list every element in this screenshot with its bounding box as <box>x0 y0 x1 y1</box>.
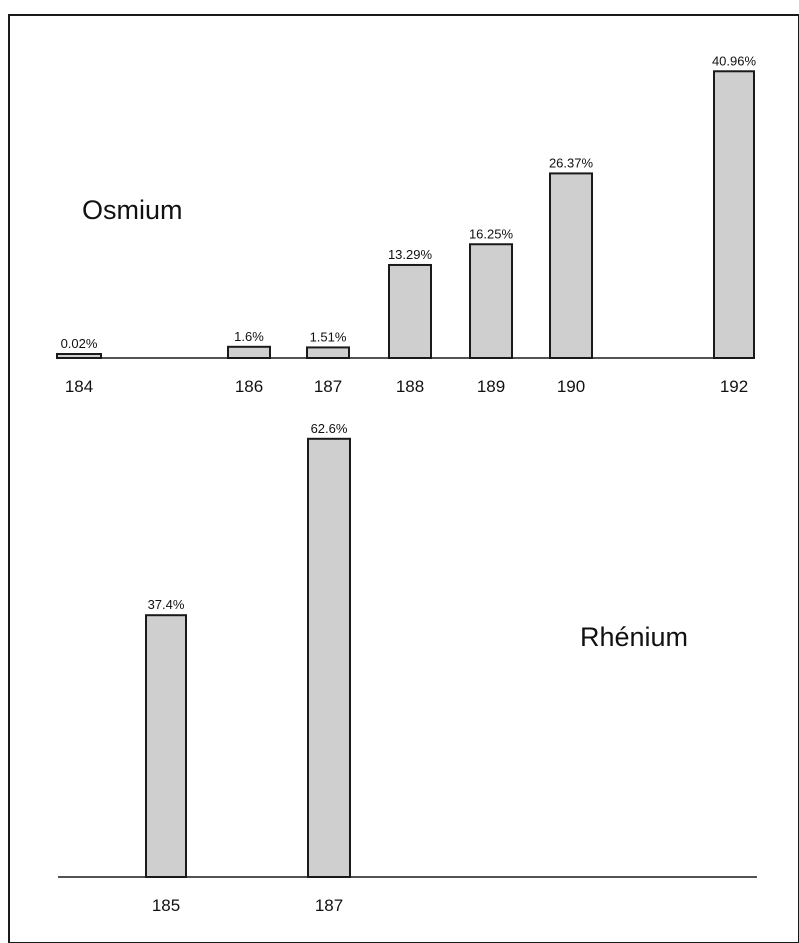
osmium-tick-label-187: 187 <box>314 377 342 396</box>
osmium-bar-189 <box>469 243 513 359</box>
osmium-bar-186 <box>227 345 271 359</box>
osmium-value-label-186: 1.6% <box>234 329 264 344</box>
osmium-value-label-189: 16.25% <box>469 226 514 241</box>
osmium-value-label-184: 0.02% <box>61 336 98 351</box>
osmium-bar-190 <box>549 172 593 359</box>
rhenium-panel: Rhénium 37.4% 185 62.6% 187 <box>58 421 757 915</box>
osmium-bar-187 <box>306 346 350 359</box>
rhnium-bar-185 <box>145 614 187 878</box>
osmium-bar-188 <box>388 263 432 359</box>
osmium-tick-label-189: 189 <box>477 377 505 396</box>
osmium-bar-184 <box>56 353 102 359</box>
osmium-panel: Osmium 0.02% 184 1.6% 186 1.51% 187 13.29% 188 1… <box>56 53 757 396</box>
osmium-tick-label-190: 190 <box>557 377 585 396</box>
osmium-bar-192 <box>713 70 755 359</box>
rhenium-label: Rhénium <box>580 622 688 652</box>
osmium-value-label-187: 1.51% <box>310 329 347 344</box>
figure-frame <box>8 14 799 943</box>
osmium-value-label-188: 13.29% <box>388 247 433 262</box>
rhnium-value-label-187: 62.6% <box>311 421 348 436</box>
osmium-value-label-190: 26.37% <box>549 155 594 170</box>
osmium-tick-label-188: 188 <box>396 377 424 396</box>
osmium-label: Osmium <box>82 195 183 225</box>
osmium-tick-label-184: 184 <box>65 377 93 396</box>
rhnium-tick-label-185: 185 <box>152 896 180 915</box>
osmium-tick-label-186: 186 <box>235 377 263 396</box>
osmium-tick-label-192: 192 <box>720 377 748 396</box>
osmium-value-label-192: 40.96% <box>712 53 757 68</box>
rhnium-value-label-185: 37.4% <box>148 597 185 612</box>
rhnium-tick-label-187: 187 <box>315 896 343 915</box>
rhnium-bar-187 <box>307 437 351 878</box>
